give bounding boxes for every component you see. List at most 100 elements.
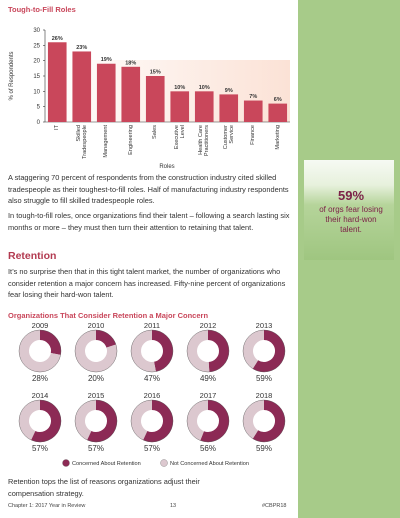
year-label: 2011 (144, 321, 160, 330)
legend-marker (62, 459, 70, 467)
chart-title: Organizations That Consider Retention a … (8, 311, 208, 320)
paragraph: Retention tops the list of reasons organ… (8, 477, 200, 498)
donut-segment (131, 400, 153, 440)
footer-page: 13 (170, 503, 177, 509)
data-label: 10% (199, 85, 210, 91)
donut-segment (151, 330, 173, 372)
x-tick-label: Health Care Practitioners (198, 125, 211, 157)
donut-segment (252, 400, 285, 442)
donut-outline (18, 329, 62, 373)
paragraph: It’s no surprise then that in this tight… (8, 267, 286, 299)
year-label: 2010 (88, 321, 105, 330)
data-label: 26% (52, 36, 63, 42)
x-tick-label: Finance (250, 125, 257, 145)
data-label: 20% (88, 374, 104, 383)
y-tick-label: 30 (33, 28, 40, 34)
data-label: 57% (144, 444, 160, 453)
year-label: 2018 (256, 391, 273, 400)
data-label: 57% (32, 444, 48, 453)
donut-segment (243, 400, 265, 439)
bar (145, 76, 165, 122)
data-label: 28% (32, 374, 48, 383)
year-label: 2017 (200, 391, 217, 400)
donut-segment (87, 400, 117, 442)
chart-title: Tough-to-Fill Roles (8, 5, 76, 14)
data-label: 47% (144, 374, 160, 383)
donut-segment (200, 400, 229, 442)
y-tick-label: 25 (33, 43, 40, 49)
year-label: 2013 (256, 321, 273, 330)
year-label: 2012 (200, 321, 217, 330)
data-label: 57% (88, 444, 104, 453)
donut-segment (252, 330, 285, 372)
donut-segment (207, 330, 229, 372)
bar (121, 66, 141, 122)
year-label: 2016 (144, 391, 161, 400)
legend-label: Concerned About Retention (72, 461, 141, 467)
donut-segment (143, 400, 173, 442)
donut-segment (95, 330, 116, 349)
paragraph: A staggering 70 percent of respondents f… (8, 173, 289, 205)
bar (268, 103, 288, 122)
donut-segment (243, 330, 265, 369)
legend-marker (160, 459, 168, 467)
x-tick-label: Management (103, 125, 110, 158)
year-label: 2009 (32, 321, 49, 330)
data-label: 49% (200, 374, 216, 383)
data-label: 9% (225, 88, 233, 94)
donut-outline (186, 399, 230, 443)
footer-chapter: Chapter 1: 2017 Year in Review (8, 503, 86, 509)
donut-segment (75, 330, 117, 372)
sidebar-callout-bg (304, 160, 394, 260)
data-label: 18% (125, 60, 136, 66)
donut-segment (39, 330, 61, 355)
data-label: 59% (256, 444, 272, 453)
y-tick-label: 0 (37, 120, 41, 126)
bar (243, 100, 263, 122)
bar (96, 63, 116, 122)
bar (219, 94, 239, 122)
donut-segment (19, 330, 61, 372)
donut-segment (75, 400, 97, 440)
paragraph: In tough-to-fill roles, once organizatio… (8, 211, 290, 232)
sidebar-text: of orgs fear losing their hard-won talen… (319, 205, 383, 234)
x-tick-label: IT (54, 125, 61, 130)
donut-segment (19, 400, 41, 440)
year-label: 2014 (32, 391, 49, 400)
legend-label: Not Concerned About Retention (170, 461, 249, 467)
data-label: 59% (256, 374, 272, 383)
sidebar-stat: 59% (338, 188, 364, 203)
donut-outline (242, 399, 286, 443)
y-axis-label: % of Respondents (9, 51, 15, 100)
bar (47, 42, 67, 123)
donut-segment (187, 400, 209, 441)
donut-outline (18, 399, 62, 443)
data-label: 6% (274, 97, 282, 103)
donut-segment (31, 400, 61, 442)
x-axis-label: Roles (159, 164, 174, 170)
x-tick-label: Customer Service (222, 125, 235, 150)
data-label: 15% (150, 70, 161, 76)
donut-segment (187, 330, 210, 372)
x-tick-label: Engineering (127, 125, 134, 155)
x-tick-label: Executive Level (173, 125, 186, 150)
bar (72, 51, 92, 122)
y-tick-label: 5 (37, 105, 41, 111)
data-label: 19% (101, 57, 112, 63)
donut-outline (186, 329, 230, 373)
donut-outline (74, 329, 118, 373)
donut-outline (242, 329, 286, 373)
bar (170, 91, 190, 122)
x-tick-label: Marketing (274, 125, 281, 150)
donut-outline (130, 329, 174, 373)
data-label: 23% (76, 45, 87, 51)
donut-segment (131, 330, 156, 372)
data-label: 56% (200, 444, 216, 453)
data-label: 10% (174, 85, 185, 91)
footer-tag: #CBPR18 (262, 503, 287, 509)
donut-outline (130, 399, 174, 443)
y-tick-label: 10 (33, 89, 40, 95)
data-label: 7% (249, 94, 257, 100)
